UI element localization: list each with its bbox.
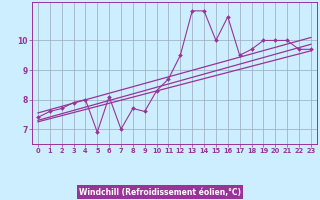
Text: Windchill (Refroidissement éolien,°C): Windchill (Refroidissement éolien,°C): [79, 188, 241, 196]
